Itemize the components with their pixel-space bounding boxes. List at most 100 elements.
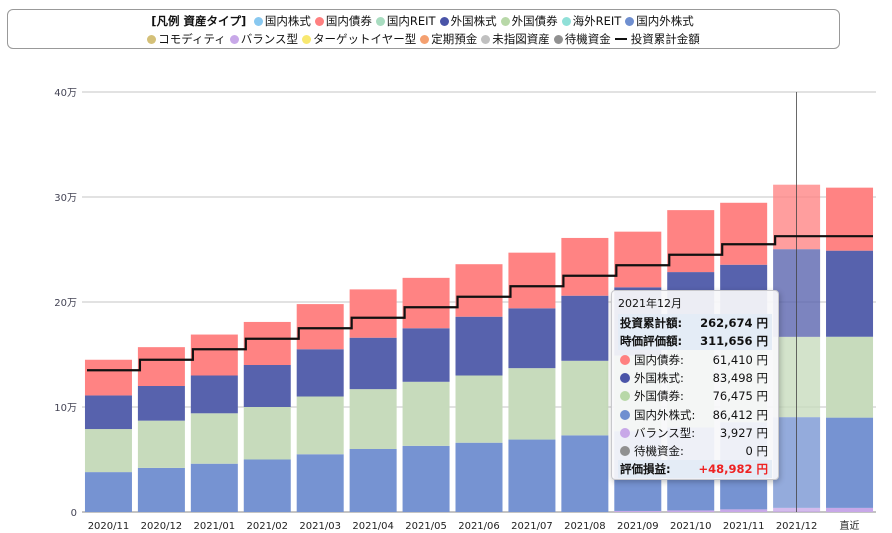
bar-segment[interactable] [296,454,344,512]
bar-segment[interactable] [243,365,291,407]
bar-segment[interactable] [137,347,185,386]
bar-segment[interactable] [614,231,662,288]
legend-dot-icon [314,17,324,26]
x-tick-label: 2021/09 [617,521,659,532]
bar-segment[interactable] [296,396,344,455]
legend-item-label: 投資累計金額 [630,32,700,46]
bar-segment[interactable] [826,250,874,337]
tooltip-value: 262,674 円 [700,316,768,330]
bar-segment[interactable] [137,386,185,421]
bar-segment[interactable] [455,316,503,376]
legend-item[interactable]: 待機資金 [553,31,611,47]
bar-segment[interactable] [614,510,662,512]
tooltip-row: 国内外株式: 86,412 円 [618,406,772,424]
tooltip-label: 評価損益: [620,462,671,477]
bar-segment[interactable] [84,359,132,396]
legend-item[interactable]: 国内外株式 [625,13,694,29]
legend-item[interactable]: 外国株式 [439,13,497,29]
bar-segment[interactable] [402,381,450,446]
bar-segment[interactable] [455,375,503,443]
legend-item[interactable]: ターゲットイヤー型 [302,31,416,47]
legend-dot-icon [481,35,491,44]
bar-segment[interactable] [296,304,344,350]
bar-segment[interactable] [349,289,397,338]
bar-segment[interactable] [349,449,397,512]
legend-item-label: 定期預金 [431,32,478,46]
legend-dot-icon [625,17,635,26]
tooltip-label: バランス型: [634,425,696,440]
legend-item[interactable]: 定期預金 [420,31,477,47]
x-tick-label: 直近 [840,519,860,532]
bar-segment[interactable] [561,295,609,361]
tooltip-label: 外国債券: [634,389,684,404]
legend-item[interactable]: 国内REIT [375,13,436,29]
legend-row-1: [凡例 資産タイプ] 国内株式 国内債券 国内REIT 外国株式 外国債券 海外REIT 国… [8,13,839,29]
bar-segment[interactable] [190,413,238,464]
legend-item[interactable]: バランス型 [229,31,298,47]
legend-title: [凡例 資産タイプ] [151,14,247,28]
bar-segment[interactable] [455,264,503,317]
tooltip-row: 外国株式: 83,498 円 [618,369,772,387]
legend-item[interactable]: コモディティ [147,31,226,47]
tooltip-date: 2021年12月 [618,297,682,310]
bar-segment[interactable] [667,210,715,273]
bar-segment[interactable] [508,252,556,309]
bar-segment[interactable] [84,395,132,430]
bar-segment[interactable] [508,368,556,440]
bar-segment[interactable] [826,507,874,512]
legend-item[interactable]: 国内債券 [314,13,372,29]
tooltip-value: +48,982 円 [698,462,768,477]
bar-segment[interactable] [826,336,874,418]
legend-item[interactable]: 未指図資産 [481,31,550,47]
bar-segment[interactable] [402,277,450,329]
bar-segment[interactable] [667,510,715,512]
legend-item-label: コモディティ [158,32,226,46]
bar-segment[interactable] [402,445,450,512]
bar-segment[interactable] [402,328,450,382]
bar-segment[interactable] [561,360,609,436]
bar-segment[interactable] [508,439,556,512]
bar-segment[interactable] [84,429,132,473]
bar-segment[interactable] [296,349,344,397]
x-tick-label: 2021/05 [405,521,447,532]
x-tick-label: 2020/12 [141,521,183,532]
bar-segment[interactable] [826,187,874,251]
tooltip-row: 待機資金: 0 円 [618,442,772,460]
bar-segment[interactable] [720,509,768,512]
y-tick-label: 0 [71,508,77,519]
legend-item-label: 外国債券 [511,14,558,28]
legend-item-label: 外国株式 [450,14,497,28]
bar-segment[interactable] [720,202,768,265]
bar-segment[interactable] [349,337,397,390]
y-tick-label: 10万 [54,403,77,414]
bar-segment[interactable] [84,472,132,512]
x-tick-label: 2020/11 [88,521,130,532]
tooltip-row: バランス型: 3,927 円 [618,424,772,442]
bar-segment[interactable] [826,417,874,508]
bar-segment[interactable] [243,459,291,513]
bar-segment[interactable] [508,308,556,369]
legend-item[interactable]: 海外REIT [561,13,621,29]
bar-segment[interactable] [561,435,609,512]
series-dot-icon [620,354,630,365]
legend-row-2: コモディティ バランス型 ターゲットイヤー型 定期預金 未指図資産 待機資金 投資累計金額 [8,31,839,47]
bar-segment[interactable] [455,442,503,512]
bar-segment[interactable] [137,467,185,512]
bar-segment[interactable] [190,334,238,376]
legend-item[interactable]: 外国債券 [500,13,558,29]
legend-dot-icon [500,17,510,26]
bar-segment[interactable] [190,463,238,512]
bar-segment[interactable] [190,375,238,414]
bar-segment[interactable] [349,389,397,449]
legend-item[interactable]: 投資累計金額 [614,31,700,47]
legend-dot-icon [561,17,571,26]
tooltip-label: 時価評価額: [620,334,683,349]
x-tick-label: 2021/12 [776,521,818,532]
x-tick-label: 2021/07 [511,521,553,532]
legend-item[interactable]: 国内株式 [253,13,311,29]
x-tick-label: 2021/03 [299,521,341,532]
bar-segment[interactable] [137,420,185,468]
bar-segment[interactable] [561,237,609,296]
bar-segment[interactable] [243,407,291,460]
bar-segment[interactable] [243,321,291,365]
